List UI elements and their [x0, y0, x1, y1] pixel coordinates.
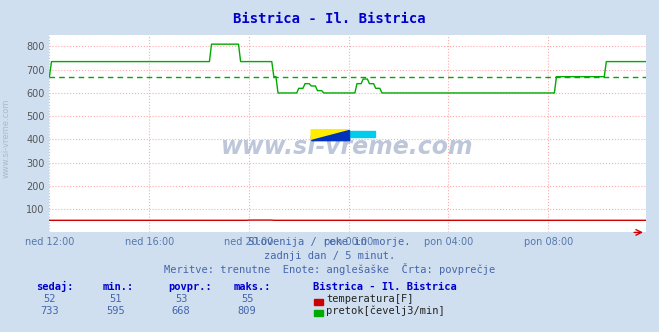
Text: www.si-vreme.com: www.si-vreme.com	[221, 135, 474, 159]
Text: Bistrica - Il. Bistrica: Bistrica - Il. Bistrica	[313, 283, 457, 292]
Text: www.si-vreme.com: www.si-vreme.com	[2, 98, 11, 178]
Text: min.:: min.:	[102, 283, 133, 292]
Text: Bistrica - Il. Bistrica: Bistrica - Il. Bistrica	[233, 12, 426, 26]
Text: maks.:: maks.:	[234, 283, 272, 292]
Polygon shape	[311, 130, 349, 140]
Text: zadnji dan / 5 minut.: zadnji dan / 5 minut.	[264, 251, 395, 261]
Text: 595: 595	[106, 306, 125, 316]
Text: 668: 668	[172, 306, 190, 316]
Text: Meritve: trenutne  Enote: anglešaške  Črta: povprečje: Meritve: trenutne Enote: anglešaške Črta…	[164, 263, 495, 275]
Text: Slovenija / reke in morje.: Slovenija / reke in morje.	[248, 237, 411, 247]
Text: 55: 55	[241, 294, 253, 304]
Polygon shape	[311, 130, 349, 140]
Bar	[311, 135, 349, 140]
Text: 53: 53	[175, 294, 187, 304]
Text: sedaj:: sedaj:	[36, 282, 74, 292]
Bar	[311, 130, 349, 135]
Text: pretok[čevelj3/min]: pretok[čevelj3/min]	[326, 305, 445, 316]
Bar	[349, 131, 375, 137]
Text: 52: 52	[43, 294, 55, 304]
Text: 809: 809	[238, 306, 256, 316]
Text: 51: 51	[109, 294, 121, 304]
Text: temperatura[F]: temperatura[F]	[326, 294, 414, 304]
Text: 733: 733	[40, 306, 59, 316]
Text: povpr.:: povpr.:	[168, 283, 212, 292]
